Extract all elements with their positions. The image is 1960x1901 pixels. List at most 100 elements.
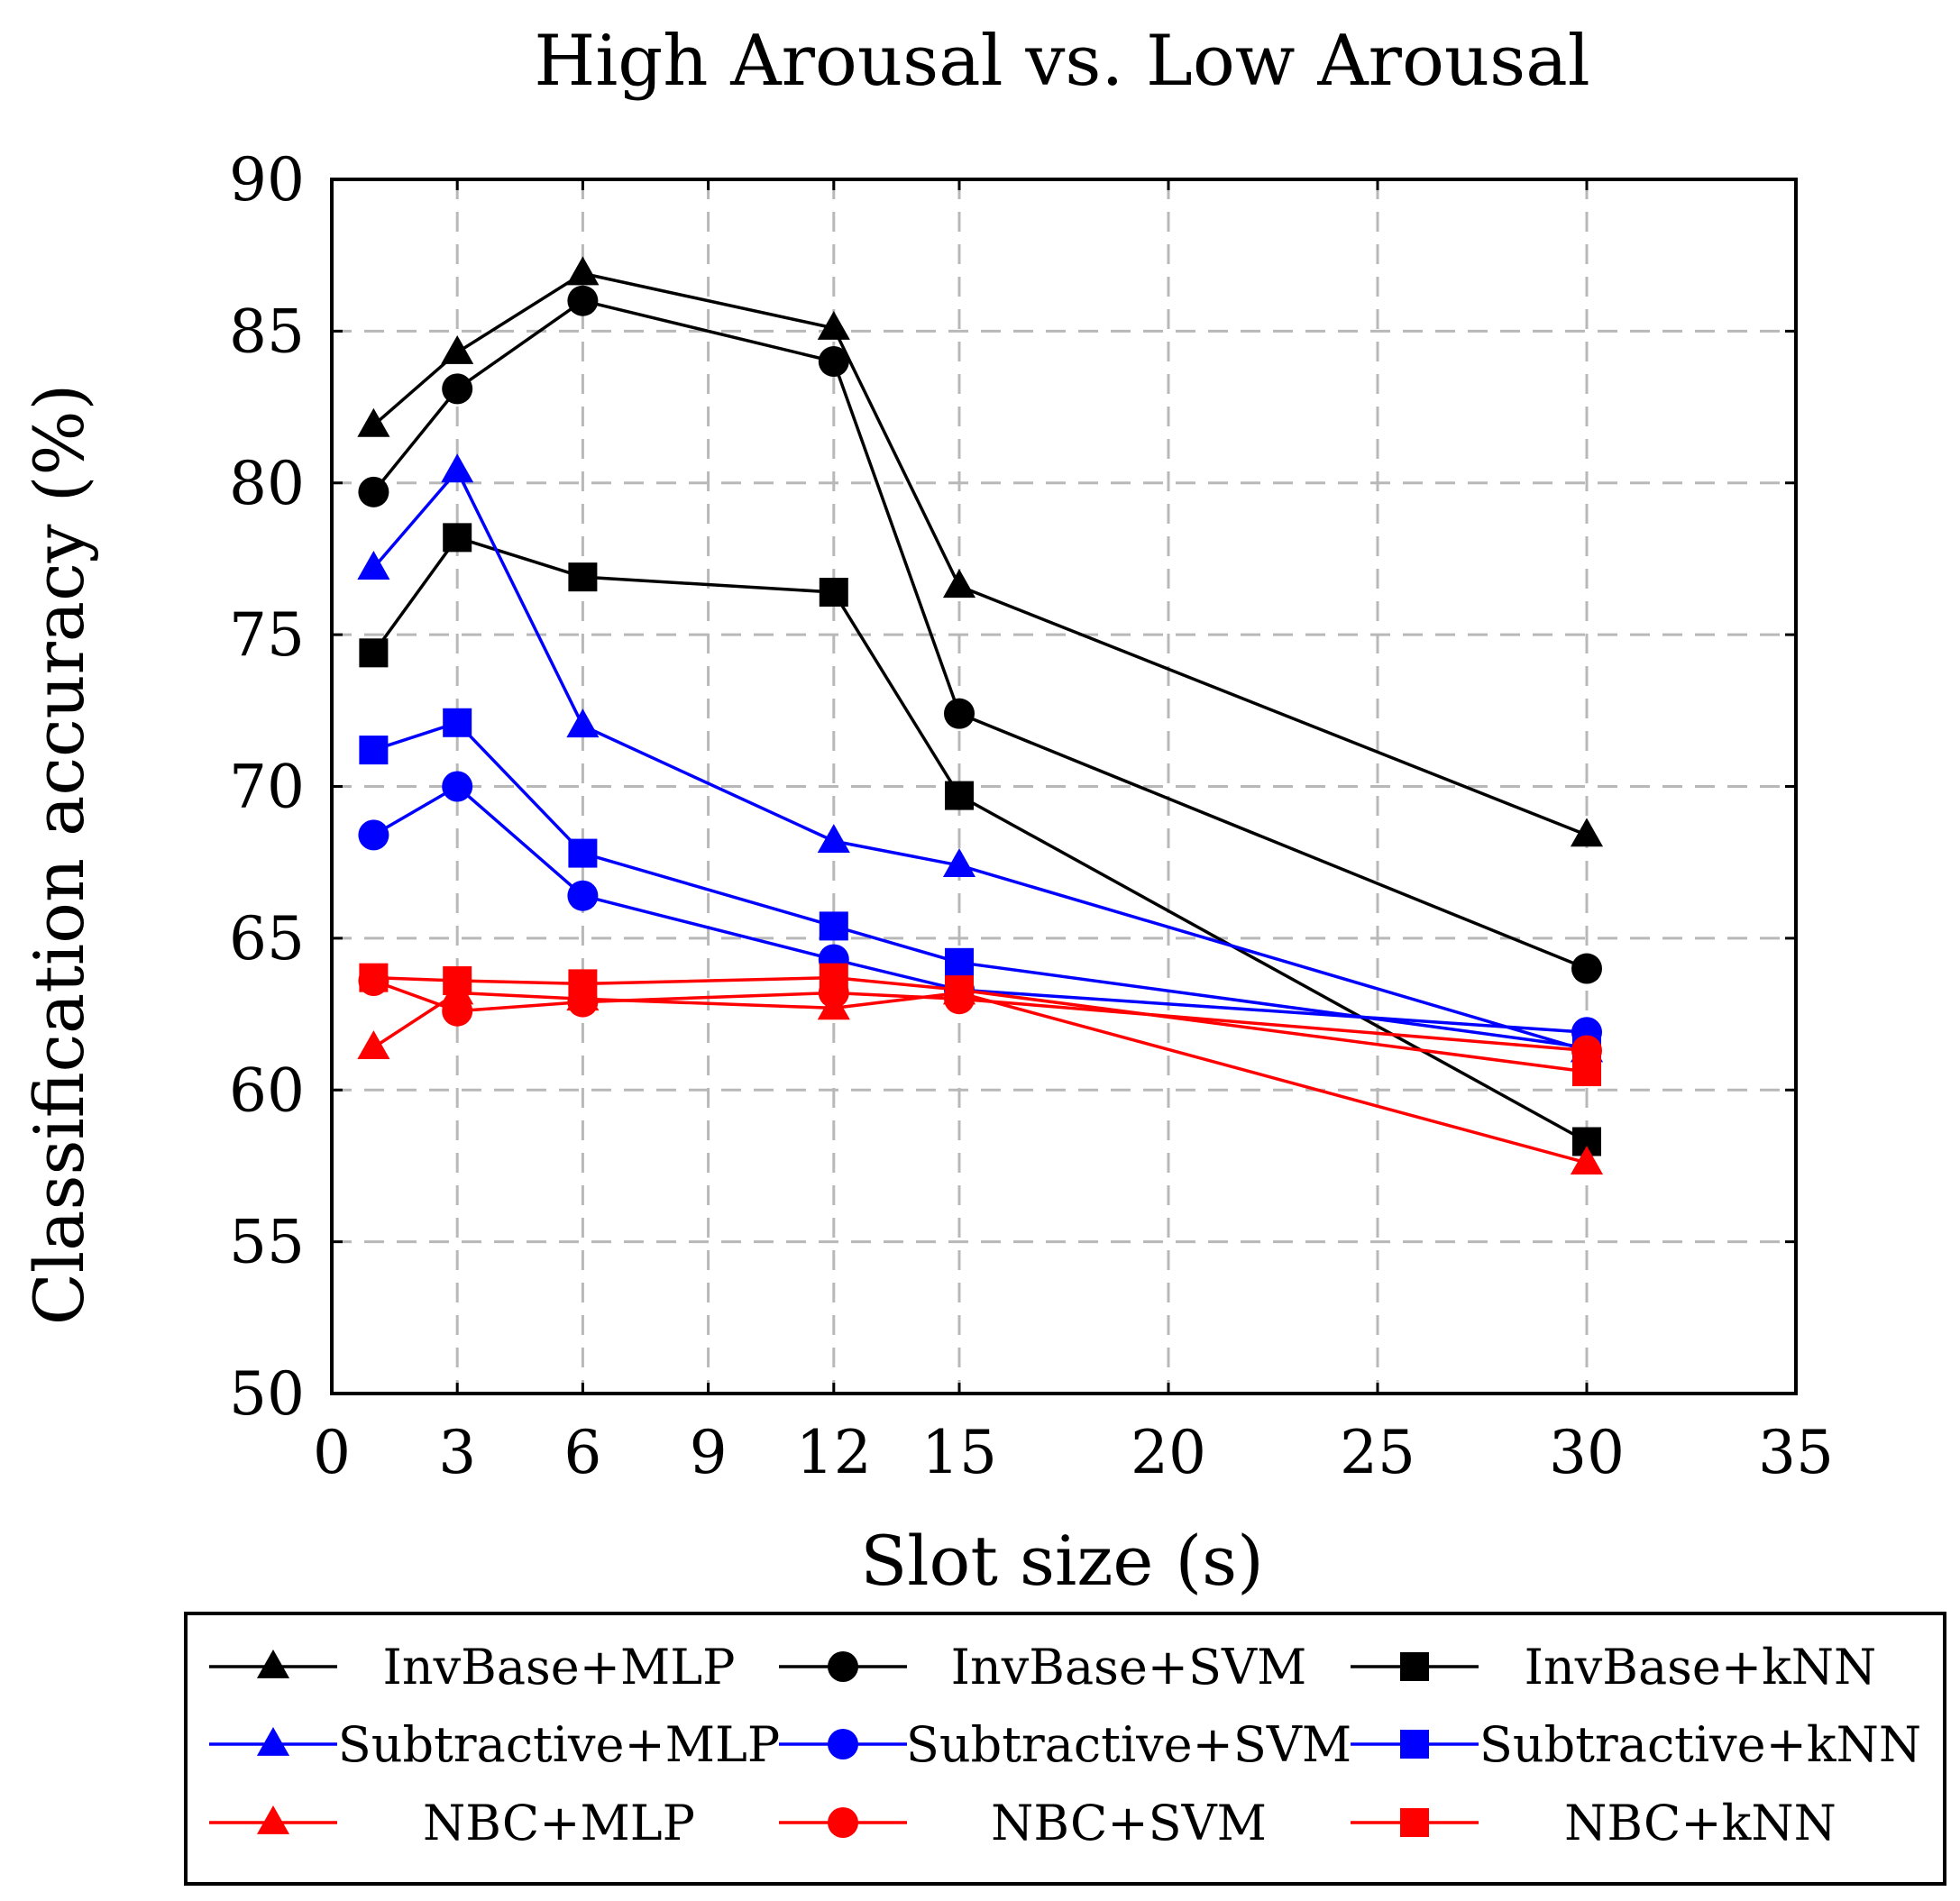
legend-entry: InvBase+SVM — [779, 1639, 1306, 1695]
legend-label: Subtractive+kNN — [1479, 1716, 1921, 1773]
legend-entry: NBC+kNN — [1351, 1795, 1836, 1851]
series-line — [371, 535, 1588, 1144]
data-point-square — [568, 838, 598, 868]
data-point-square — [945, 947, 974, 977]
legend-label: InvBase+MLP — [383, 1639, 736, 1695]
data-point-circle — [567, 285, 599, 316]
data-point-triangle — [566, 708, 600, 738]
data-point-square — [945, 781, 974, 810]
data-point-square — [568, 969, 598, 999]
legend-entry: InvBase+MLP — [209, 1639, 735, 1695]
series-subtractive-mlp — [357, 453, 1604, 1063]
data-point-circle — [442, 771, 473, 802]
x-tick-label: 0 — [313, 1418, 351, 1487]
data-point-square — [819, 577, 848, 607]
data-point-triangle — [942, 848, 976, 877]
data-point-triangle — [817, 311, 850, 340]
data-point-square — [443, 966, 472, 996]
series-line — [372, 784, 1588, 1035]
data-point-triangle — [441, 453, 474, 483]
legend-entry: Subtractive+kNN — [1351, 1716, 1921, 1773]
x-tick-label: 15 — [921, 1418, 997, 1487]
data-point-square — [359, 736, 389, 765]
y-tick-label: 55 — [229, 1208, 305, 1277]
legend-marker-triangle — [256, 1650, 290, 1678]
y-tick-label: 65 — [229, 904, 305, 973]
data-point-square — [443, 523, 472, 553]
legend-marker-square — [1400, 1808, 1429, 1837]
legend-entry: NBC+SVM — [779, 1795, 1267, 1851]
legend-label: NBC+SVM — [991, 1795, 1267, 1851]
data-point-square — [568, 562, 598, 592]
legend-label: Subtractive+MLP — [338, 1716, 780, 1773]
x-tick-label: 3 — [438, 1418, 476, 1487]
data-point-triangle — [817, 824, 850, 854]
data-point-circle — [818, 346, 849, 378]
y-tick-label: 50 — [229, 1359, 305, 1429]
x-tick-label: 35 — [1758, 1418, 1834, 1487]
data-point-square — [1572, 1057, 1601, 1087]
y-tick-label: 60 — [229, 1056, 305, 1125]
legend-label: Subtractive+SVM — [906, 1716, 1351, 1773]
x-tick-label: 12 — [796, 1418, 872, 1487]
legend-entry: Subtractive+MLP — [209, 1716, 780, 1773]
x-tick-label: 20 — [1131, 1418, 1206, 1487]
data-point-triangle — [441, 334, 474, 364]
data-point-triangle — [1570, 818, 1604, 847]
data-point-square — [945, 975, 974, 1005]
legend-entry: Subtractive+SVM — [779, 1716, 1351, 1773]
grid-layer — [332, 179, 1796, 1394]
y-tick-label: 75 — [229, 600, 305, 670]
y-axis-label: Classification accuracy (%) — [19, 384, 99, 1326]
data-point-square — [819, 911, 848, 941]
x-tick-label: 25 — [1340, 1418, 1415, 1487]
legend-label: NBC+kNN — [1564, 1795, 1836, 1851]
legend-marker-triangle — [256, 1805, 290, 1834]
data-point-circle — [567, 880, 599, 911]
data-point-circle — [358, 476, 389, 507]
series-line — [372, 271, 1588, 837]
y-tick-label: 85 — [229, 297, 305, 366]
x-tick-label: 9 — [690, 1418, 728, 1487]
legend-label: NBC+MLP — [423, 1795, 695, 1851]
series-nbc-knn — [359, 963, 1601, 1087]
series-line — [372, 298, 1588, 971]
data-point-circle — [1571, 953, 1602, 984]
legend-entry: InvBase+kNN — [1351, 1639, 1876, 1695]
data-point-square — [359, 638, 389, 668]
data-point-triangle — [942, 569, 976, 599]
series-invbase-knn — [359, 523, 1601, 1156]
data-point-square — [819, 963, 848, 992]
legend-marker-square — [1400, 1730, 1429, 1759]
legend-marker-circle — [828, 1651, 858, 1682]
data-point-square — [443, 708, 472, 737]
data-point-circle — [442, 373, 473, 405]
legend-marker-circle — [828, 1807, 858, 1838]
legend-entry: NBC+MLP — [209, 1795, 695, 1851]
tick-layer: 0 3 6 9 12 15 20 25 30 35 50 55 60 65 70 75 80 85 90 — [229, 145, 1834, 1487]
series-invbase-svm — [358, 285, 1602, 984]
legend-marker-triangle — [256, 1727, 290, 1756]
legend-box — [184, 1612, 1946, 1886]
x-tick-label: 6 — [563, 1418, 601, 1487]
legend-label: InvBase+kNN — [1525, 1639, 1877, 1695]
chart-title: High Arousal vs. Low Arousal — [534, 21, 1589, 102]
legend-marker-square — [1400, 1652, 1429, 1681]
legend-label: InvBase+SVM — [951, 1639, 1307, 1695]
y-tick-label: 80 — [229, 449, 305, 518]
data-point-triangle — [1570, 1146, 1604, 1174]
data-point-circle — [442, 995, 473, 1027]
legend-marker-circle — [828, 1729, 858, 1759]
y-tick-label: 90 — [229, 145, 305, 215]
y-tick-label: 70 — [229, 753, 305, 822]
x-tick-label: 30 — [1549, 1418, 1625, 1487]
series-subtractive-knn — [359, 708, 1601, 1063]
series-layer — [357, 256, 1604, 1174]
data-point-circle — [358, 819, 389, 851]
x-axis-label: Slot size (s) — [860, 1521, 1264, 1601]
data-point-triangle — [566, 256, 600, 286]
data-point-triangle — [357, 1030, 390, 1060]
series-line — [372, 469, 1588, 1053]
